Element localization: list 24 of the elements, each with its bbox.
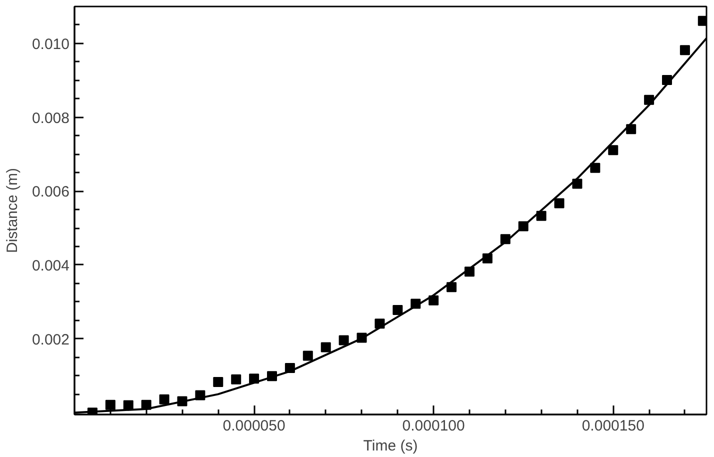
y-tick-label: 0.006 <box>32 184 70 201</box>
point <box>338 335 349 346</box>
point <box>159 394 170 404</box>
x-axis-title: Time (s) <box>363 438 418 454</box>
y-tick-label: 0.008 <box>32 110 70 127</box>
point <box>320 342 331 352</box>
x-tick-label: 0.000100 <box>402 418 465 434</box>
point <box>428 295 439 306</box>
y-tick-label: 0.002 <box>32 331 70 348</box>
y-axis-title: Distance (m) <box>4 168 21 254</box>
point <box>590 162 600 173</box>
point <box>554 198 564 208</box>
point <box>698 16 706 26</box>
point <box>105 400 116 410</box>
y-tick-label: 0.004 <box>32 257 70 274</box>
point <box>680 45 690 56</box>
point <box>608 145 618 156</box>
x-tick-label: 0.000150 <box>582 418 644 434</box>
point <box>392 305 403 316</box>
point <box>231 374 242 384</box>
y-tick-label: 0.010 <box>32 36 70 53</box>
point <box>213 377 224 388</box>
x-tick-label: 0.000050 <box>222 418 286 434</box>
point <box>302 350 313 361</box>
